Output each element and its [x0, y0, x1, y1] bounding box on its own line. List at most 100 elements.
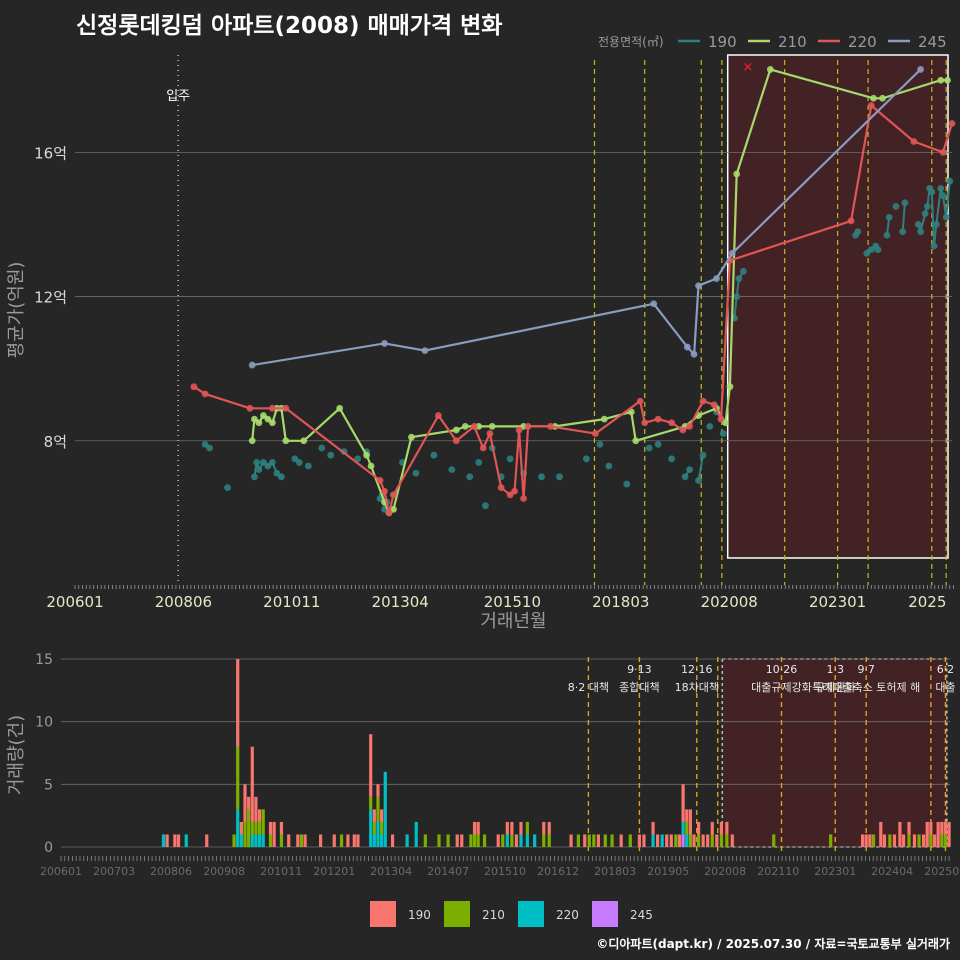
- volume-bar-190: [715, 834, 719, 847]
- volume-bar-210: [587, 834, 591, 847]
- volume-bar-220: [414, 821, 418, 847]
- volume-bar-190: [380, 809, 384, 822]
- volume-bar-220: [383, 771, 387, 847]
- data-point-245: [917, 66, 924, 73]
- volume-x-tick-label: 202008: [704, 865, 746, 878]
- volume-x-tick-label: 201304: [370, 865, 412, 878]
- volume-bar-210: [929, 834, 933, 847]
- volume-highlight-period: [721, 658, 948, 848]
- data-point-190: [556, 473, 563, 481]
- x-tick-label: 201011: [263, 593, 320, 611]
- volume-y-tick-label: 0: [44, 840, 53, 856]
- volume-bar-210: [437, 834, 441, 847]
- data-point-220: [381, 487, 388, 495]
- volume-bar-190: [651, 821, 655, 835]
- volume-bar-190: [254, 796, 258, 822]
- x-tick-label: 2025: [908, 593, 946, 611]
- data-point-220: [268, 404, 276, 412]
- volume-bar-210: [674, 834, 678, 847]
- volume-bar-190: [637, 834, 641, 847]
- volume-bar-190: [688, 809, 693, 835]
- volume-bar-190: [165, 834, 169, 847]
- volume-bar-190: [542, 821, 546, 835]
- data-point-220: [524, 422, 532, 430]
- volume-bar-210: [472, 834, 477, 847]
- volume-bar-220: [257, 834, 262, 847]
- data-point-220: [591, 430, 599, 437]
- data-point-245: [421, 347, 429, 355]
- data-point-220: [390, 491, 397, 499]
- data-point-190: [645, 444, 653, 452]
- data-point-190: [937, 185, 945, 192]
- volume-bar-210: [257, 821, 262, 835]
- chart-title: 신정롯데킹덤 아파트(2008) 매매가격 변화: [76, 13, 503, 39]
- policy-name-label: 18차대책: [675, 681, 719, 694]
- volume-bar-210: [688, 834, 693, 847]
- volume-bar-210: [940, 834, 944, 847]
- move-in-label: 입주: [166, 89, 190, 104]
- volume-bar-220: [254, 834, 258, 847]
- volume-bar-210: [261, 809, 265, 835]
- volume-bar-190: [706, 834, 710, 847]
- volume-bar-190: [925, 821, 929, 847]
- policy-date-label: 10·26: [766, 663, 798, 676]
- volume-bar-190: [296, 834, 300, 847]
- volume-bar-190: [376, 784, 380, 797]
- data-point-220: [679, 426, 687, 434]
- volume-bar-220: [184, 834, 188, 847]
- volume-bar-190: [701, 834, 705, 847]
- volume-bar-190: [947, 821, 951, 847]
- volume-bar-190: [257, 809, 262, 822]
- y-tick-label: 16억: [34, 144, 67, 162]
- volume-bar-210: [871, 834, 876, 847]
- data-point-220: [486, 430, 494, 437]
- data-point-190: [874, 246, 882, 254]
- data-point-190: [854, 228, 862, 236]
- volume-x-tick-label: 202404: [871, 865, 913, 878]
- volume-bar-190: [455, 834, 459, 847]
- data-point-220: [515, 426, 523, 434]
- volume-bar-210: [829, 834, 833, 847]
- data-point-220: [497, 484, 505, 492]
- volume-bar-210: [243, 821, 247, 847]
- data-point-190: [930, 242, 938, 250]
- data-point-220: [654, 415, 662, 423]
- volume-bar-210: [710, 834, 714, 847]
- volume-bar-210: [525, 821, 529, 835]
- volume-bar-190: [901, 834, 906, 847]
- volume-bar-190: [725, 821, 729, 835]
- legend-swatch-220: [518, 901, 544, 927]
- data-point-220: [939, 148, 947, 156]
- volume-bar-190: [318, 834, 323, 847]
- volume-bar-190: [665, 834, 669, 847]
- data-point-190: [605, 462, 613, 470]
- data-point-190: [939, 192, 947, 200]
- policy-date-label: 9·7: [857, 663, 875, 676]
- price-panel: 8억 12억 16억 입주 200601 200806 201011 201304 201510…: [6, 54, 956, 632]
- volume-bar-210: [772, 834, 776, 847]
- data-point-210: [937, 76, 945, 84]
- volume-bar-190: [239, 821, 243, 835]
- volume-bar-190: [372, 809, 376, 822]
- policy-date-label: 1·3: [826, 663, 844, 676]
- data-point-210: [268, 419, 276, 427]
- volume-bar-210: [232, 834, 236, 847]
- legend-label-190: 190: [408, 908, 431, 922]
- data-point-190: [885, 213, 893, 221]
- data-point-190: [253, 459, 261, 466]
- volume-bar-190: [697, 821, 701, 835]
- volume-y-tick-label: 15: [35, 652, 53, 668]
- volume-bar-190: [656, 834, 660, 847]
- volume-x-tick-label: 201612: [537, 865, 579, 878]
- volume-bar-190: [596, 834, 601, 847]
- data-point-190: [928, 188, 936, 196]
- data-point-190: [654, 440, 662, 448]
- data-point-220: [511, 487, 519, 495]
- data-point-220: [636, 397, 644, 405]
- volume-bar-220: [376, 821, 380, 847]
- volume-bar-190: [929, 821, 933, 835]
- volume-bar-190: [346, 834, 350, 847]
- data-point-190: [923, 203, 931, 210]
- data-point-190: [448, 466, 456, 474]
